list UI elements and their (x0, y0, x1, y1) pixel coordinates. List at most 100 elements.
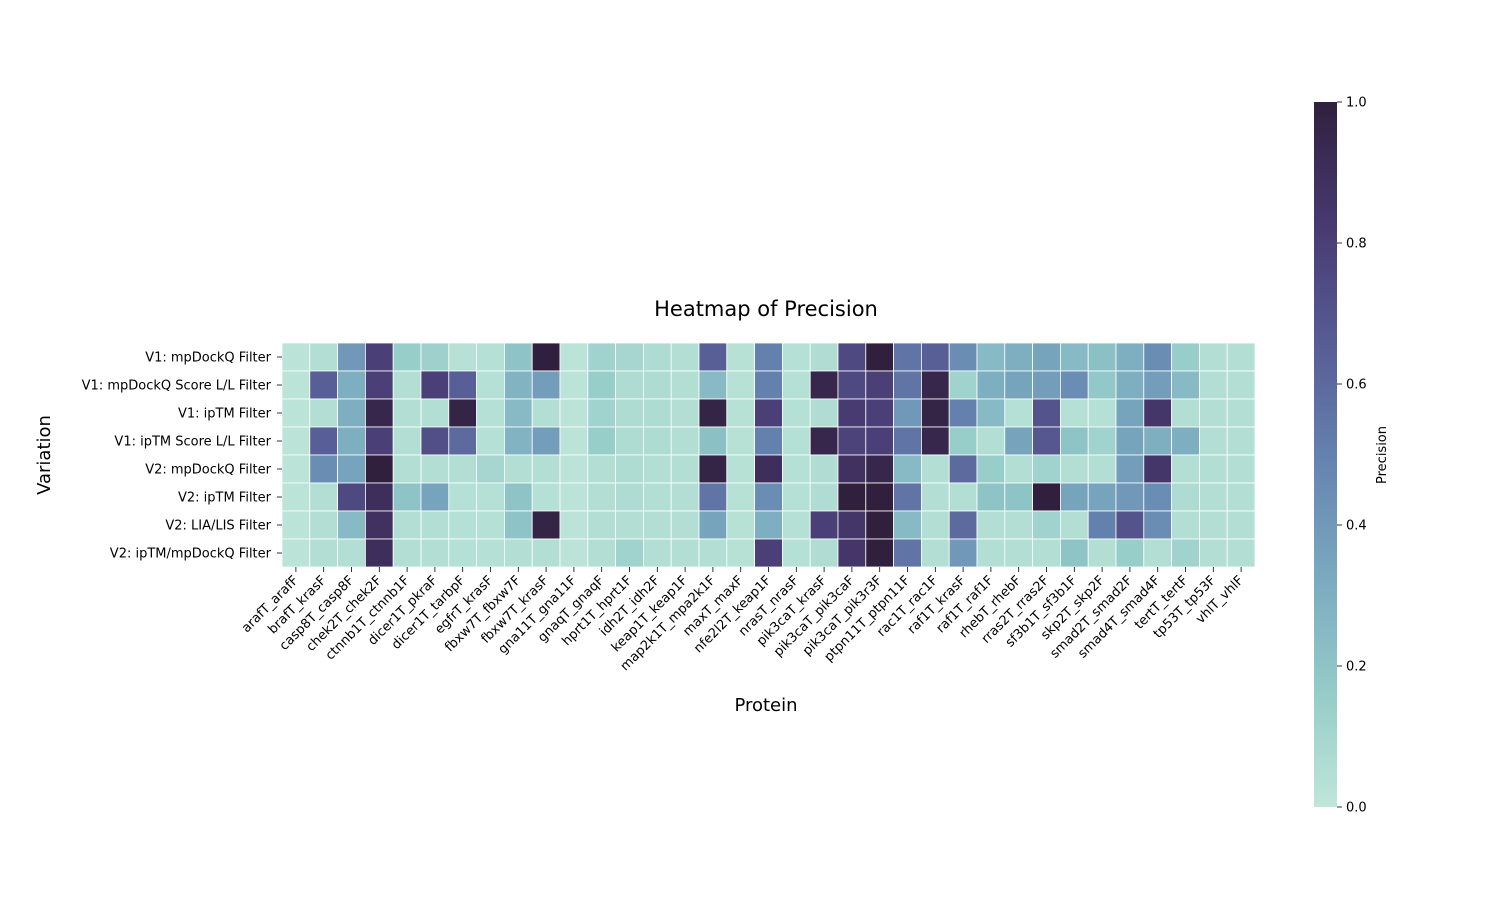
heatmap-cell (921, 426, 950, 456)
heatmap-cell (1115, 482, 1145, 512)
heatmap-cell (559, 370, 589, 400)
heatmap-cell (1004, 398, 1033, 428)
heatmap-cell (281, 426, 311, 456)
heatmap-cell (1060, 482, 1089, 512)
heatmap-cell (392, 482, 422, 512)
heatmap-cell (1226, 454, 1256, 484)
heatmap-cell (1032, 510, 1061, 540)
heatmap-cell (1004, 538, 1033, 568)
heatmap-cell (643, 538, 672, 568)
heatmap-cell (893, 510, 922, 540)
heatmap-cell (392, 538, 422, 568)
heatmap-cell (948, 426, 978, 456)
heatmap-cell (921, 538, 950, 568)
heatmap-cell (1060, 342, 1089, 372)
heatmap-cell (1087, 370, 1117, 400)
row-labels: V1: mpDockQ Filter V1: mpDockQ Score L/L … (82, 351, 282, 562)
heatmap-cell (1004, 342, 1033, 372)
heatmap-cell (531, 398, 561, 428)
heatmap-cell (865, 370, 894, 400)
heatmap-cell (559, 538, 589, 568)
heatmap-cell (503, 370, 533, 400)
heatmap-cell (281, 398, 311, 428)
heatmap-cell (837, 370, 867, 400)
heatmap-cell (559, 426, 589, 456)
heatmap-cell (1032, 538, 1061, 568)
heatmap-cell (837, 454, 867, 484)
heatmap-cell (476, 426, 505, 456)
heatmap-cell (782, 538, 811, 568)
heatmap-cell (1143, 454, 1173, 484)
heatmap-cell (1004, 510, 1033, 540)
heatmap-cell (1143, 538, 1173, 568)
heatmap-cell (670, 342, 700, 372)
heatmap-cell (309, 426, 338, 456)
heatmap-cell (698, 426, 728, 456)
row-label: V2: LIA/LIS Filter (165, 519, 271, 534)
heatmap-cell (948, 342, 978, 372)
heatmap-cell (698, 538, 728, 568)
heatmap-cell (837, 342, 867, 372)
heatmap-cell (364, 370, 394, 400)
colorbar-ticks: 0.0 0.2 0.4 0.6 0.8 1.0 (1337, 96, 1367, 816)
heatmap-cell (1060, 370, 1089, 400)
heatmap-cell (1143, 426, 1173, 456)
heatmap-cell (1143, 510, 1173, 540)
heatmap-cell (782, 482, 811, 512)
heatmap-cell (448, 342, 477, 372)
heatmap-cell (615, 342, 644, 372)
heatmap-cell (670, 510, 700, 540)
heatmap-cell (559, 510, 589, 540)
heatmap-cell (392, 398, 422, 428)
heatmap-cell (476, 398, 505, 428)
heatmap-cell (1199, 482, 1228, 512)
heatmap-cell (976, 342, 1006, 372)
heatmap-cell (448, 538, 477, 568)
heatmap-cell (503, 538, 533, 568)
colorbar-tick-label: 0.2 (1346, 660, 1367, 675)
heatmap-cell (865, 342, 894, 372)
heatmap-cell (976, 510, 1006, 540)
heatmap-cell (893, 342, 922, 372)
heatmap-cell (1032, 454, 1061, 484)
heatmap-cell (1143, 482, 1173, 512)
row-label: V2: ipTM/mpDockQ Filter (110, 547, 272, 562)
heatmap-cell (503, 398, 533, 428)
row-label: V1: mpDockQ Filter (145, 351, 271, 366)
colorbar-tick-label: 0.8 (1346, 237, 1367, 252)
heatmap-cell (364, 538, 394, 568)
heatmap-cell (809, 510, 839, 540)
heatmap-cell (865, 454, 894, 484)
heatmap-cell (782, 426, 811, 456)
heatmap-cell (392, 370, 422, 400)
heatmap-cell (948, 538, 978, 568)
heatmap-cell (1226, 482, 1256, 512)
heatmap-cell (1060, 426, 1089, 456)
heatmap-cell (1115, 538, 1145, 568)
heatmap-cell (1226, 426, 1256, 456)
heatmap-cell (1032, 370, 1061, 400)
heatmap-cell (976, 426, 1006, 456)
row-label: V1: ipTM Filter (178, 407, 272, 422)
heatmap-cell (726, 342, 755, 372)
heatmap-cell (364, 454, 394, 484)
heatmap-cell (615, 398, 644, 428)
heatmap-cell (865, 426, 894, 456)
heatmap-cell (837, 538, 867, 568)
heatmap-cell (448, 454, 477, 484)
heatmap-cell (337, 538, 366, 568)
heatmap-cell (782, 370, 811, 400)
heatmap-cell (698, 482, 728, 512)
heatmap-cell (976, 538, 1006, 568)
heatmap-cell (893, 454, 922, 484)
heatmap-cell (476, 342, 505, 372)
heatmap-cell (976, 454, 1006, 484)
heatmap-cell (392, 342, 422, 372)
row-label: V2: ipTM Filter (178, 491, 272, 506)
colorbar-tick-label: 1.0 (1346, 96, 1367, 111)
heatmap-cell (976, 482, 1006, 512)
heatmap-cell (643, 370, 672, 400)
heatmap-cell (1004, 426, 1033, 456)
heatmap-cell (1087, 342, 1117, 372)
heatmap-cell (754, 538, 783, 568)
